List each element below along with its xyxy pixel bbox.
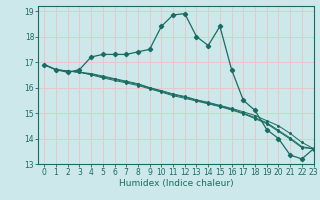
X-axis label: Humidex (Indice chaleur): Humidex (Indice chaleur) [119,179,233,188]
